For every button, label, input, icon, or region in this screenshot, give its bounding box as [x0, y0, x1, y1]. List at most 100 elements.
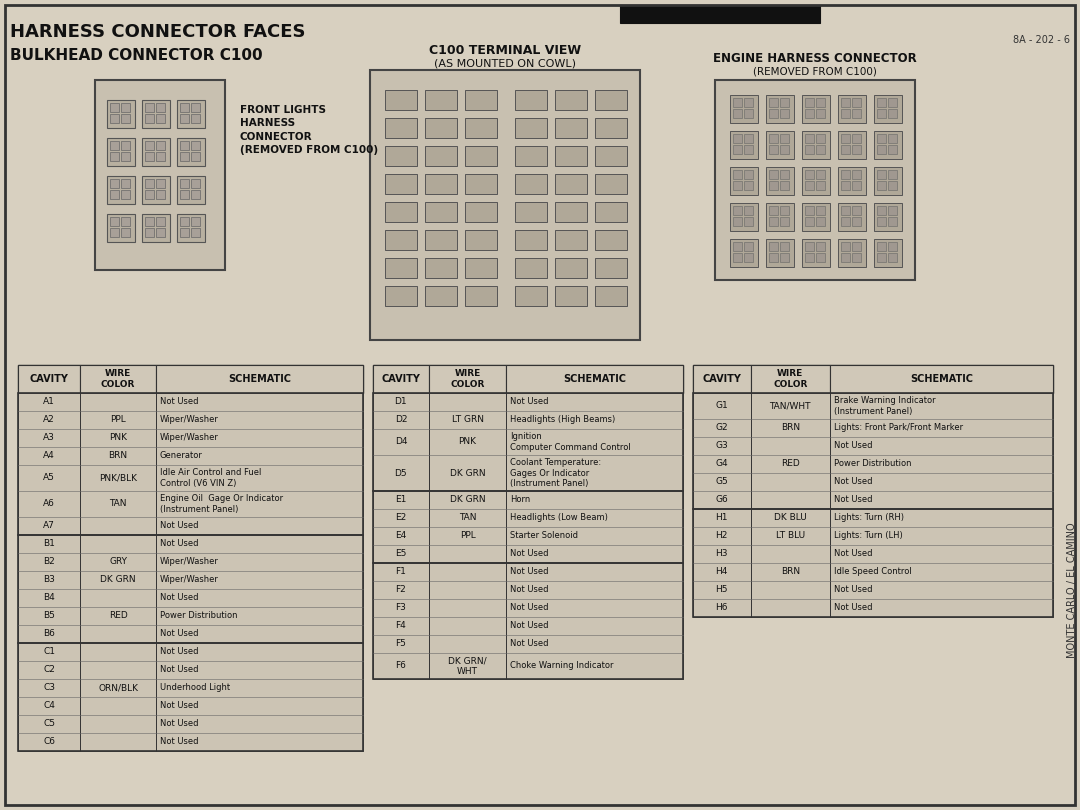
Text: F5: F5 — [395, 640, 406, 649]
Bar — [156, 365, 363, 393]
Text: PNK: PNK — [109, 433, 127, 442]
Bar — [888, 98, 897, 107]
Bar — [465, 174, 497, 194]
Bar — [780, 206, 789, 215]
Bar — [180, 217, 189, 226]
Bar — [107, 176, 135, 204]
Bar — [191, 190, 200, 199]
Text: DK GRN: DK GRN — [449, 468, 485, 478]
Text: Horn: Horn — [511, 496, 530, 505]
Bar — [80, 643, 156, 751]
Bar — [121, 217, 130, 226]
Bar — [733, 181, 742, 190]
Bar — [730, 203, 758, 231]
Bar — [888, 170, 897, 179]
Bar — [180, 114, 189, 123]
Text: Wiper/Washer: Wiper/Washer — [160, 433, 219, 442]
Text: B6: B6 — [43, 629, 55, 638]
Bar — [852, 181, 861, 190]
Text: G5: G5 — [715, 478, 728, 487]
Text: LT GRN: LT GRN — [451, 416, 484, 424]
Bar — [733, 217, 742, 226]
Bar — [877, 181, 886, 190]
Bar — [18, 393, 80, 535]
Bar — [145, 217, 154, 226]
Bar — [156, 114, 165, 123]
Bar — [769, 170, 778, 179]
Bar — [555, 146, 588, 166]
Bar — [780, 217, 789, 226]
Text: E1: E1 — [395, 496, 406, 505]
Text: RED: RED — [781, 459, 799, 468]
Bar — [180, 228, 189, 237]
Text: Choke Warning Indicator: Choke Warning Indicator — [511, 662, 613, 671]
Bar — [121, 114, 130, 123]
Bar — [18, 365, 80, 393]
Text: DK BLU: DK BLU — [774, 514, 807, 522]
Text: Not Used: Not Used — [511, 640, 549, 649]
Bar — [121, 179, 130, 188]
Text: Lights: Front Park/Front Marker: Lights: Front Park/Front Marker — [834, 424, 963, 433]
Bar — [841, 98, 850, 107]
Bar — [780, 134, 789, 143]
Bar — [877, 253, 886, 262]
Text: F4: F4 — [395, 621, 406, 630]
Bar — [829, 393, 1053, 509]
Text: A3: A3 — [43, 433, 55, 442]
Bar — [180, 179, 189, 188]
Text: WIRE
COLOR: WIRE COLOR — [450, 369, 485, 389]
Bar — [595, 202, 627, 222]
Text: CAVITY: CAVITY — [381, 374, 420, 384]
Bar — [874, 239, 902, 267]
Text: D2: D2 — [394, 416, 407, 424]
Bar — [852, 242, 861, 251]
Text: (REMOVED FROM C100): (REMOVED FROM C100) — [753, 66, 877, 76]
Bar — [888, 109, 897, 118]
Text: F6: F6 — [395, 662, 406, 671]
Text: Underhood Light: Underhood Light — [160, 684, 230, 693]
Bar — [744, 242, 753, 251]
Bar — [555, 258, 588, 278]
Bar — [888, 253, 897, 262]
Text: Not Used: Not Used — [160, 737, 199, 747]
Bar — [816, 170, 825, 179]
Bar — [95, 80, 225, 270]
Bar — [191, 114, 200, 123]
Bar — [191, 179, 200, 188]
Bar — [751, 393, 829, 509]
Bar — [107, 138, 135, 166]
Text: SCHEMATIC: SCHEMATIC — [909, 374, 973, 384]
Bar — [156, 643, 363, 751]
Text: Headlights (Low Beam): Headlights (Low Beam) — [511, 514, 608, 522]
Bar — [816, 181, 825, 190]
Bar — [874, 95, 902, 123]
Bar — [156, 141, 165, 150]
Bar — [121, 228, 130, 237]
Bar — [515, 118, 546, 138]
Text: ENGINE HARNESS CONNECTOR: ENGINE HARNESS CONNECTOR — [713, 52, 917, 65]
Bar — [744, 134, 753, 143]
Bar — [805, 242, 814, 251]
Bar — [874, 167, 902, 195]
Text: Not Used: Not Used — [834, 549, 873, 559]
Bar — [373, 491, 683, 563]
Bar — [555, 174, 588, 194]
Bar — [852, 206, 861, 215]
Bar — [156, 179, 165, 188]
Text: H5: H5 — [716, 586, 728, 595]
Bar — [426, 90, 457, 110]
Bar — [838, 131, 866, 159]
Text: A6: A6 — [43, 500, 55, 509]
Bar — [744, 253, 753, 262]
Text: Coolant Temperature:
Gages Or Indicator
(Instrument Panel): Coolant Temperature: Gages Or Indicator … — [511, 458, 602, 488]
Bar — [555, 286, 588, 306]
Text: H4: H4 — [716, 568, 728, 577]
Text: Engine Oil  Gage Or Indicator
(Instrument Panel): Engine Oil Gage Or Indicator (Instrument… — [160, 494, 283, 514]
Bar — [769, 98, 778, 107]
Text: Not Used: Not Used — [834, 496, 873, 505]
Text: G1: G1 — [715, 402, 728, 411]
Bar — [141, 138, 170, 166]
Bar — [180, 103, 189, 112]
Bar — [730, 167, 758, 195]
Bar — [780, 98, 789, 107]
